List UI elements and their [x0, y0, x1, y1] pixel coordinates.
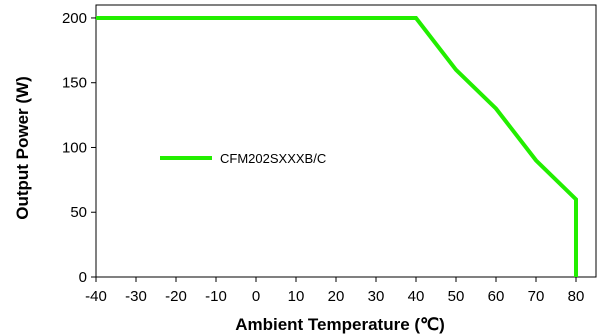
legend-label: CFM202SXXXB/C [220, 151, 326, 166]
x-tick-label: 40 [408, 288, 425, 305]
legend: CFM202SXXXB/C [160, 151, 326, 166]
x-axis-ticks: -40 -30 -20 -10 0 10 20 30 40 50 60 70 80 [85, 277, 584, 305]
y-tick-label: 200 [62, 10, 87, 27]
x-tick-label: 60 [488, 288, 505, 305]
y-axis-title: Output Power (W) [13, 76, 32, 220]
plot-area [95, 4, 597, 278]
x-tick-label: -10 [205, 288, 227, 305]
x-tick-label: 10 [288, 288, 305, 305]
x-tick-label: -40 [85, 288, 107, 305]
series-layer [96, 16, 578, 277]
x-tick-label: 70 [528, 288, 545, 305]
series-line [96, 16, 578, 277]
x-tick-label: -30 [125, 288, 147, 305]
y-tick-label: 100 [62, 139, 87, 156]
y-tick-label: 150 [62, 75, 87, 92]
x-tick-label: 80 [568, 288, 585, 305]
y-tick-label: 50 [70, 204, 87, 221]
x-tick-label: 50 [448, 288, 465, 305]
x-axis-title: Ambient Temperature (℃) [235, 315, 445, 334]
x-tick-label: -20 [165, 288, 187, 305]
y-tick-label: 0 [79, 269, 87, 286]
x-tick-label: 0 [252, 288, 260, 305]
x-tick-label: 20 [328, 288, 345, 305]
x-tick-label: 30 [368, 288, 385, 305]
y-axis-ticks: 0 50 100 150 200 [62, 10, 96, 286]
